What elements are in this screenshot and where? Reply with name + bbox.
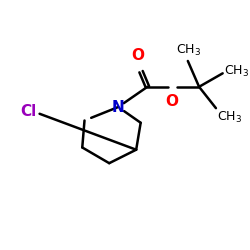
Text: O: O [131, 48, 144, 63]
Text: CH$_3$: CH$_3$ [224, 64, 249, 79]
Text: N: N [112, 100, 124, 114]
Text: Cl: Cl [20, 104, 36, 119]
Text: O: O [166, 94, 178, 108]
Text: CH$_3$: CH$_3$ [176, 42, 202, 58]
Text: CH$_3$: CH$_3$ [217, 110, 242, 126]
